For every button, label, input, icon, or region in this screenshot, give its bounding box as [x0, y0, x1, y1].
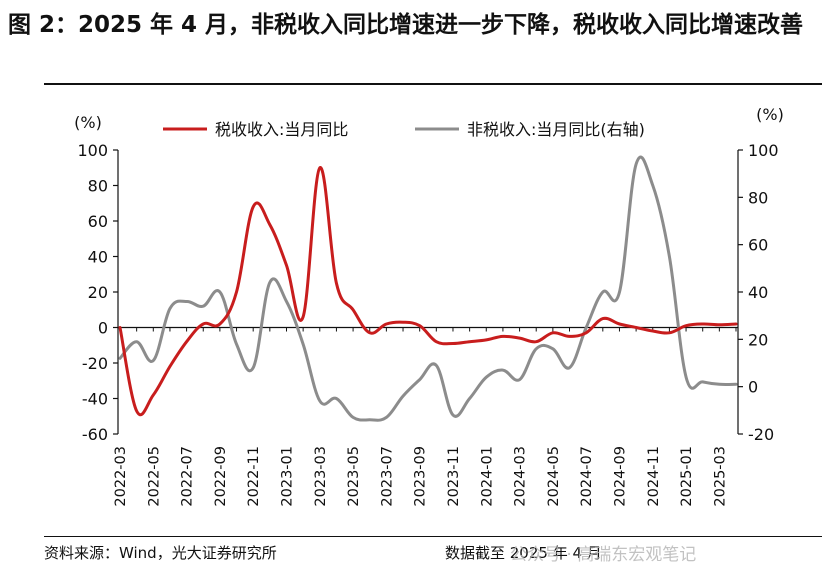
right-axis-tick-label: -20 [748, 425, 774, 444]
footer-rule [44, 536, 822, 537]
x-axis-tick-label: 2022-11 [246, 446, 262, 507]
left-axis-tick-label: 20 [88, 283, 108, 302]
right-axis-tick-label: 60 [748, 236, 768, 255]
legend-label-nontax: 非税收入:当月同比(右轴) [467, 120, 645, 139]
x-axis-tick-label: 2023-09 [413, 446, 429, 507]
x-axis-tick-label: 2023-01 [279, 446, 295, 507]
right-axis-tick-label: 0 [748, 378, 758, 397]
left-axis-tick-label: -60 [82, 425, 108, 444]
x-axis-tick-label: 2023-03 [313, 446, 329, 507]
data-cutoff-note: 数据截至 2025 年 4 月 [445, 544, 602, 562]
left-axis-tick-label: -40 [82, 390, 108, 409]
chart-title: 图 2：2025 年 4 月，非税收入同比增速进一步下降，税收收入同比增速改善 [8, 12, 804, 38]
right-axis-tick-label: 20 [748, 330, 768, 349]
x-axis-tick-label: 2025-01 [679, 446, 695, 507]
x-axis-tick-label: 2024-11 [646, 446, 662, 507]
left-axis-tick-label: 60 [88, 212, 108, 231]
title-rule [44, 83, 822, 85]
legend-label-tax: 税收收入:当月同比 [215, 120, 348, 139]
tax-revenue-yoy-line [118, 166, 738, 417]
left-axis-tick-label: 100 [77, 141, 108, 160]
x-axis-tick-label: 2022-03 [113, 446, 129, 507]
left-axis-tick-label: 80 [88, 177, 108, 196]
left-axis-tick-label: 40 [88, 248, 108, 267]
right-axis-unit: (%) [756, 105, 784, 124]
source-note: 资料来源：Wind，光大证券研究所 [44, 544, 277, 562]
x-axis-tick-label: 2024-07 [579, 446, 595, 507]
x-axis-tick-label: 2023-05 [346, 446, 362, 507]
left-axis-unit: (%) [74, 113, 102, 132]
x-axis-tick-label: 2022-09 [213, 446, 229, 507]
watermark: 公众号 · 高瑞东宏观笔记 [510, 545, 697, 565]
x-axis-tick-label: 2024-01 [479, 446, 495, 507]
right-axis-tick-label: 80 [748, 188, 768, 207]
x-axis-tick-label: 2024-03 [513, 446, 529, 507]
x-axis-tick-label: 2023-11 [446, 446, 462, 507]
x-axis-tick-label: 2022-05 [146, 446, 162, 507]
left-axis-tick-label: 0 [98, 319, 108, 338]
x-axis-tick-label: 2025-03 [712, 446, 728, 507]
x-axis-tick-label: 2023-07 [379, 446, 395, 507]
nontax-revenue-yoy-line [118, 155, 738, 422]
x-axis-tick-label: 2022-07 [180, 446, 196, 507]
right-axis-tick-label: 40 [748, 283, 768, 302]
x-axis-tick-label: 2024-09 [612, 446, 628, 507]
right-axis-tick-label: 100 [748, 141, 779, 160]
left-axis-tick-label: -20 [82, 354, 108, 373]
x-axis-tick-label: 2024-05 [546, 446, 562, 507]
